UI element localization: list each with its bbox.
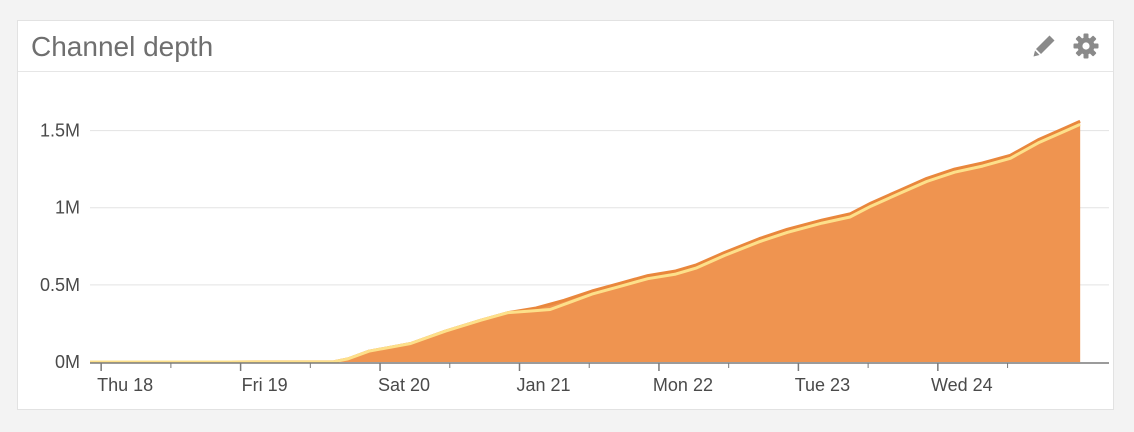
settings-button[interactable]: [1072, 32, 1100, 60]
series-area-front: [90, 124, 1081, 363]
area-series: [90, 119, 1081, 364]
channel-depth-chart: 0M 0.5M 1M 1.5M Thu 18 Fri 19 Sat 20 Jan 21 Mon …: [40, 119, 1109, 395]
x-tick-label: Fri 19: [242, 375, 288, 395]
y-tick-label: 0.5M: [40, 275, 80, 295]
y-tick-label: 1M: [55, 198, 80, 218]
x-tick-label: Mon 22: [653, 375, 713, 395]
chart-area: 0M 0.5M 1M 1.5M Thu 18 Fri 19 Sat 20 Jan 21 Mon …: [18, 72, 1113, 409]
y-tick-label: 0M: [55, 352, 80, 372]
x-axis: [90, 362, 1109, 371]
x-tick-label: Jan 21: [516, 375, 570, 395]
panel-header: Channel depth: [18, 21, 1113, 72]
panel-title: Channel depth: [31, 31, 214, 62]
x-tick-label: Thu 18: [97, 375, 153, 395]
gear-icon: [1073, 33, 1099, 59]
pencil-icon: [1033, 35, 1055, 57]
axis-labels: 0M 0.5M 1M 1.5M Thu 18 Fri 19 Sat 20 Jan 21 Mon …: [40, 121, 993, 395]
series-line-inner: [90, 123, 1081, 364]
x-tick-label: Wed 24: [931, 375, 993, 395]
x-tick-label: Tue 23: [795, 375, 850, 395]
y-tick-label: 1.5M: [40, 121, 80, 141]
edit-button[interactable]: [1030, 32, 1058, 60]
widget-panel: Channel depth: [17, 20, 1114, 410]
x-tick-label: Sat 20: [378, 375, 430, 395]
